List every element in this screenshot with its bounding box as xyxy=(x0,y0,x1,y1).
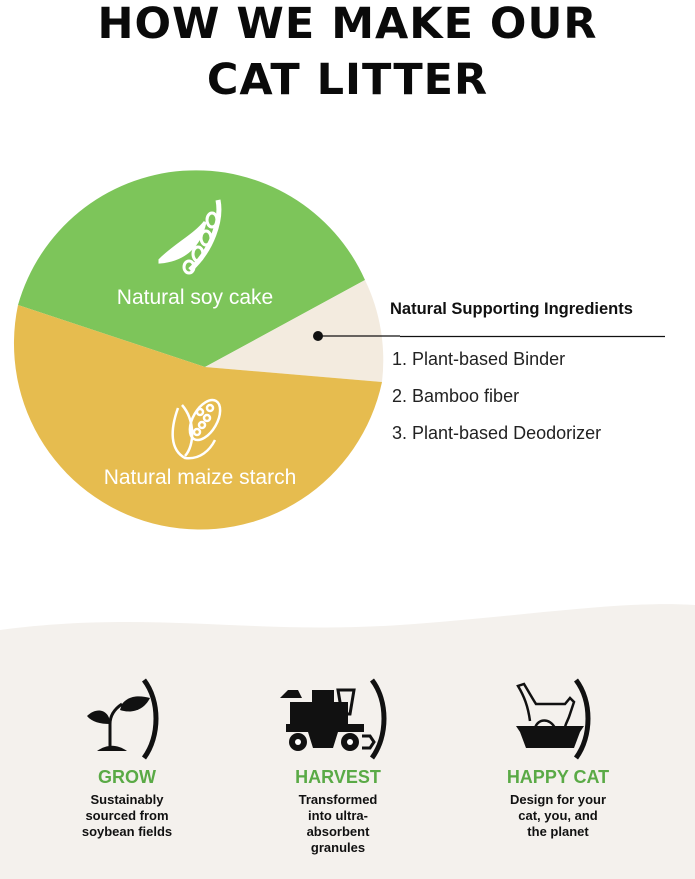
soybean-pod-icon xyxy=(158,199,222,275)
step-desc-line: cat, you, and xyxy=(518,808,598,823)
step-grow: GROW Sustainably sourced from soybean fi… xyxy=(37,767,217,840)
slice-label-maize: Natural maize starch xyxy=(103,466,297,489)
step-desc-line: the planet xyxy=(527,824,589,839)
cat-litter-box-icon xyxy=(516,678,591,760)
title-line-1: HOW WE MAKE OUR xyxy=(97,0,598,49)
corn-icon xyxy=(171,398,222,460)
step-desc-line: sourced from xyxy=(85,808,169,823)
step-harvest: HARVEST Transformed into ultra- absorben… xyxy=(248,767,428,856)
step-title: HAPPY CAT xyxy=(506,767,610,787)
pie-slice-maize xyxy=(13,305,383,530)
legend-item: 3. Plant-based Deodorizer xyxy=(392,423,602,443)
legend-item: 2. Bamboo fiber xyxy=(392,386,520,406)
pie-slice-supporting xyxy=(205,280,384,382)
step-desc-line: Transformed xyxy=(298,792,378,807)
step-description: Design for your cat, you, and the planet xyxy=(468,792,648,840)
step-desc-line: soybean fields xyxy=(81,824,173,839)
step-description: Sustainably sourced from soybean fields xyxy=(37,792,217,840)
sprout-icon xyxy=(87,678,159,760)
step-desc-line: Sustainably xyxy=(90,792,164,807)
step-title: HARVEST xyxy=(295,767,381,787)
slice-label-soy: Natural soy cake xyxy=(116,286,274,309)
step-description: Transformed into ultra- absorbent granul… xyxy=(248,792,428,856)
legend-pointer-line xyxy=(400,335,665,338)
step-desc-line: into ultra- xyxy=(308,808,368,823)
step-title: GROW xyxy=(98,767,156,787)
legend-item: 1. Plant-based Binder xyxy=(392,349,566,369)
title-line-2: CAT LITTER xyxy=(206,55,489,105)
harvester-icon xyxy=(280,678,387,760)
step-desc-line: Design for your xyxy=(509,792,607,807)
page-title: HOW WE MAKE OUR CAT LITTER xyxy=(0,0,695,108)
step-desc-line: granules xyxy=(310,840,366,855)
step-happy-cat: HAPPY CAT Design for your cat, you, and … xyxy=(468,767,648,840)
ingredient-pie xyxy=(13,170,400,530)
legend-title: Natural Supporting Ingredients xyxy=(390,300,633,318)
step-desc-line: absorbent xyxy=(306,824,370,839)
